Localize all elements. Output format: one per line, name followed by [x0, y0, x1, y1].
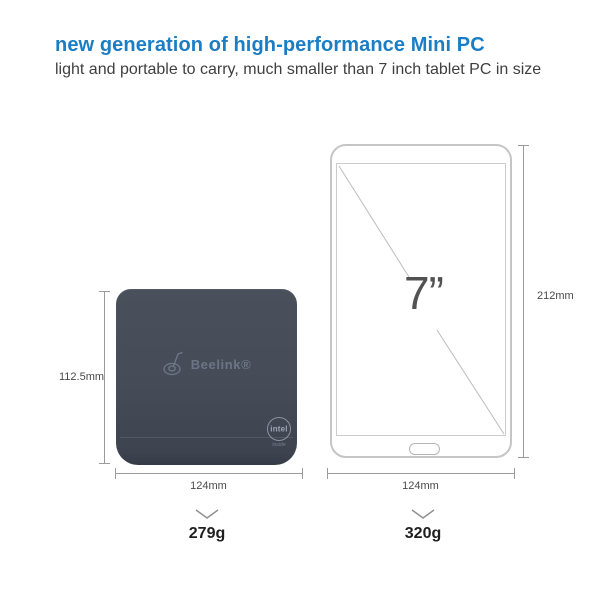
intel-badge-sublabel: inside: [272, 442, 286, 448]
tablet-home-button: [409, 443, 440, 455]
tablet-screen: 7”: [336, 163, 506, 436]
page-subtitle: light and portable to carry, much smalle…: [55, 61, 542, 78]
minipc-width-dim-cap-right: [302, 468, 303, 479]
minipc-width-dim-line: [115, 473, 302, 474]
intel-badge-circle: intel: [267, 417, 291, 441]
tablet-width-dim-cap-right: [514, 468, 515, 479]
mini-pc-device: Beelink® intel inside: [116, 289, 297, 465]
screen-diagonal-line: [338, 165, 505, 435]
tablet-width-label: 124mm: [402, 480, 439, 492]
minipc-height-label: 112.5mm: [59, 371, 105, 383]
intel-badge-label: intel: [270, 424, 288, 433]
tablet-weight-label: 320g: [404, 525, 442, 542]
tablet-height-dim-line: [523, 145, 524, 458]
chevron-down-icon: [411, 509, 435, 519]
intel-inside-badge: intel inside: [264, 417, 294, 448]
minipc-height-dim-cap-bottom: [99, 463, 110, 464]
screen-size-label: 7”: [404, 267, 444, 319]
beelink-logo-icon: [163, 351, 183, 376]
minipc-weight-label: 279g: [188, 525, 226, 542]
tablet-width-dim-line: [327, 473, 514, 474]
tablet-height-label: 212mm: [537, 290, 574, 302]
tablet-height-dim-cap-bottom: [518, 457, 529, 458]
chevron-down-icon: [195, 509, 219, 519]
minipc-height-dim-line: [104, 291, 105, 464]
beelink-brand-label: Beelink®: [190, 356, 252, 372]
beelink-logo: Beelink®: [116, 351, 297, 377]
mini-pc-seam-line: [120, 437, 293, 438]
minipc-width-label: 124mm: [190, 480, 227, 492]
tablet-device: 7”: [330, 144, 512, 458]
page-title: new generation of high-performance Mini …: [55, 34, 485, 56]
